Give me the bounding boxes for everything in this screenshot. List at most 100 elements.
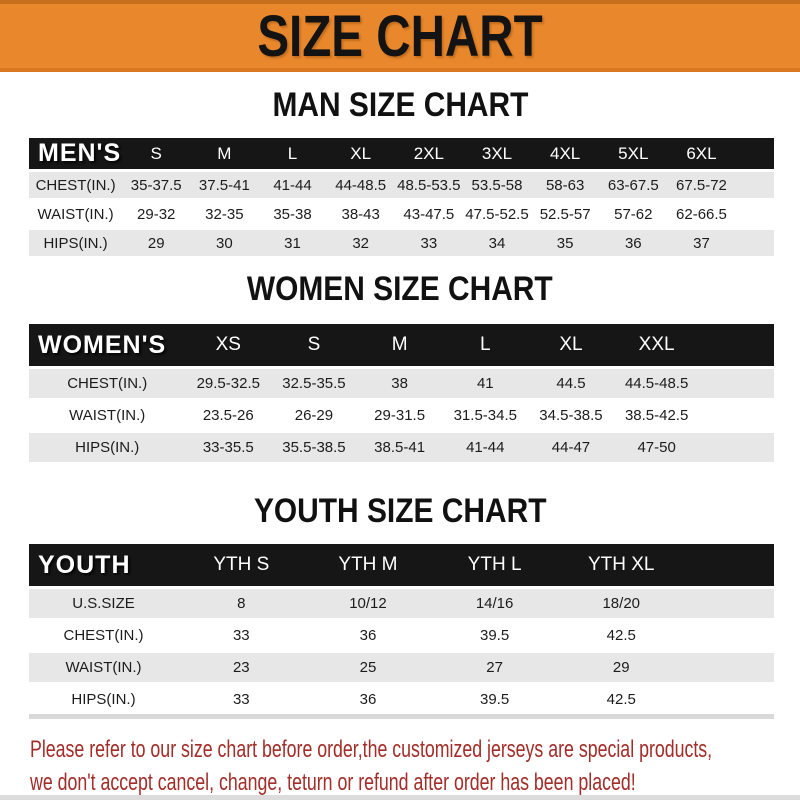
size-column-header: XS (185, 324, 272, 368)
men-size-table: MEN'S S M L XL 2XL 3XL 4XL 5XL 6XL CHEST(IN.) 35-37… (29, 138, 774, 256)
size-value-cell: 23 (178, 650, 305, 684)
size-value-cell: 10/12 (304, 586, 432, 620)
size-value-cell: 35.5-38.5 (271, 430, 357, 462)
table-row: CHEST(IN.) 35-37.5 37.5-41 41-44 44-48.5 48.5… (29, 169, 774, 200)
row-spacer-cell (699, 430, 774, 462)
row-label: CHEST(IN.) (29, 366, 186, 400)
size-value-cell: 58-63 (531, 169, 600, 200)
row-spacer-cell (699, 398, 774, 432)
row-label: CHEST(IN.) (29, 169, 123, 200)
footer-note-line-2: we don't accept cancel, change, teturn o… (30, 769, 636, 796)
youth-section-heading: YOUTH SIZE CHART (253, 492, 547, 530)
women-section-heading: WOMEN SIZE CHART (247, 270, 553, 308)
banner-title: SIZE CHART (257, 3, 543, 69)
size-value-cell: 32-35 (190, 198, 259, 229)
header-spacer-cell (699, 324, 774, 368)
men-section-heading: MAN SIZE CHART (272, 86, 528, 124)
size-value-cell: 42.5 (557, 682, 685, 717)
header-spacer-cell (684, 544, 774, 588)
size-value-cell: 14/16 (431, 586, 558, 620)
size-value-cell: 44-47 (528, 430, 614, 462)
size-value-cell: 23.5-26 (185, 398, 272, 432)
size-value-cell: 30 (190, 227, 259, 256)
size-column-header: 6XL (667, 138, 736, 171)
size-value-cell: 42.5 (557, 618, 685, 652)
size-value-cell: 36 (304, 682, 432, 717)
size-column-header: L (258, 138, 327, 171)
table-corner-label: WOMEN'S (29, 324, 186, 368)
row-spacer-cell (684, 586, 774, 620)
size-value-cell: 29 (122, 227, 191, 256)
row-label: WAIST(IN.) (29, 650, 178, 684)
size-value-cell: 31.5-34.5 (442, 398, 529, 432)
size-value-cell: 29-31.5 (356, 398, 443, 432)
size-value-cell: 41-44 (258, 169, 327, 200)
size-column-header: YTH L (431, 544, 558, 588)
size-value-cell: 35-37.5 (122, 169, 191, 200)
size-value-cell: 41-44 (442, 430, 529, 462)
row-label: CHEST(IN.) (29, 618, 178, 652)
size-value-cell: 29 (557, 650, 685, 684)
size-value-cell: 31 (258, 227, 327, 256)
size-value-cell: 18/20 (557, 586, 685, 620)
table-row: CHEST(IN.) 33 36 39.5 42.5 (29, 618, 774, 652)
table-row: HIPS(IN.) 29 30 31 32 33 34 35 36 37 (29, 227, 774, 256)
size-value-cell: 33 (178, 618, 305, 652)
size-value-cell: 8 (178, 586, 305, 620)
size-value-cell: 33-35.5 (185, 430, 272, 462)
size-column-header: 3XL (462, 138, 532, 171)
size-value-cell: 35-38 (258, 198, 327, 229)
size-value-cell: 47.5-52.5 (462, 198, 532, 229)
size-column-header: XL (528, 324, 614, 368)
size-value-cell: 47-50 (613, 430, 700, 462)
youth-size-table: YOUTH YTH S YTH M YTH L YTH XL U.S.SIZE 8 10/12… (29, 544, 774, 719)
size-value-cell: 27 (431, 650, 558, 684)
size-value-cell: 44.5-48.5 (613, 366, 700, 400)
table-row: HIPS(IN.) 33-35.5 35.5-38.5 38.5-41 41-44 44-… (29, 430, 774, 462)
footer-note-line-1: Please refer to our size chart before or… (30, 736, 713, 763)
size-value-cell: 36 (304, 618, 432, 652)
size-value-cell: 38.5-41 (356, 430, 443, 462)
men-section-heading-wrap: MAN SIZE CHART (0, 86, 800, 124)
row-spacer-cell (735, 227, 774, 256)
row-spacer-cell (684, 682, 774, 717)
table-row: WAIST(IN.) 23 25 27 29 (29, 650, 774, 684)
size-column-header: XL (326, 138, 395, 171)
size-column-header: S (271, 324, 357, 368)
size-value-cell: 62-66.5 (667, 198, 736, 229)
footer-note: Please refer to our size chart before or… (30, 735, 800, 800)
table-corner-label: MEN'S (29, 138, 123, 171)
size-column-header: M (190, 138, 259, 171)
bottom-strip (0, 795, 800, 800)
row-spacer-cell (699, 366, 774, 400)
size-value-cell: 37 (667, 227, 736, 256)
size-value-cell: 36 (599, 227, 668, 256)
row-spacer-cell (684, 650, 774, 684)
table-row: WAIST(IN.) 23.5-26 26-29 29-31.5 31.5-34.5 34… (29, 398, 774, 432)
size-value-cell: 34 (462, 227, 532, 256)
table-header-row: WOMEN'S XS S M L XL XXL (29, 324, 774, 368)
size-column-header: 4XL (531, 138, 600, 171)
row-label: U.S.SIZE (29, 586, 178, 620)
row-label: HIPS(IN.) (29, 227, 123, 256)
size-value-cell: 48.5-53.5 (394, 169, 463, 200)
size-column-header: 2XL (394, 138, 463, 171)
row-label: WAIST(IN.) (29, 198, 123, 229)
banner: SIZE CHART (0, 0, 800, 72)
table-row: CHEST(IN.) 29.5-32.5 32.5-35.5 38 41 44.5 44.5… (29, 366, 774, 400)
size-value-cell: 32 (326, 227, 395, 256)
size-column-header: 5XL (599, 138, 668, 171)
size-value-cell: 67.5-72 (667, 169, 736, 200)
table-header-row: YOUTH YTH S YTH M YTH L YTH XL (29, 544, 774, 588)
size-column-header: L (442, 324, 529, 368)
size-value-cell: 39.5 (431, 682, 558, 717)
women-size-table: WOMEN'S XS S M L XL XXL CHEST(IN.) 29.5-32.5 32.5… (29, 324, 774, 462)
size-value-cell: 34.5-38.5 (528, 398, 614, 432)
youth-section-heading-wrap: YOUTH SIZE CHART (0, 492, 800, 530)
table-row: U.S.SIZE 8 10/12 14/16 18/20 (29, 586, 774, 620)
size-value-cell: 35 (531, 227, 600, 256)
size-value-cell: 57-62 (599, 198, 668, 229)
size-value-cell: 39.5 (431, 618, 558, 652)
table-corner-label: YOUTH (29, 544, 178, 588)
